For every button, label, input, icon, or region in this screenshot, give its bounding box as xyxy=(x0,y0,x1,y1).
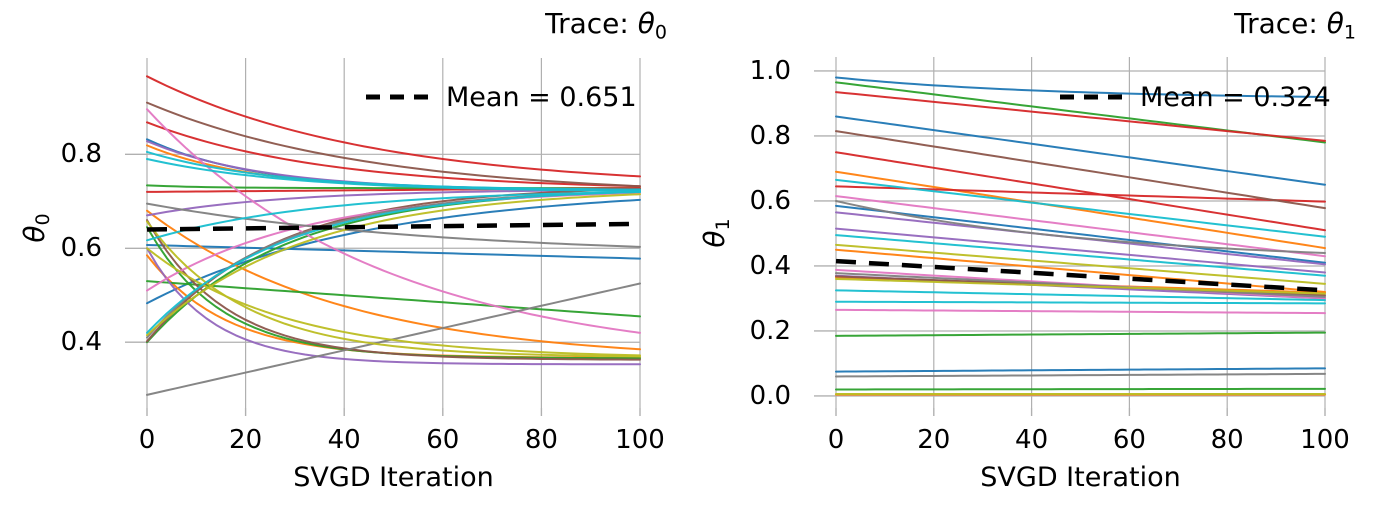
trace-line xyxy=(146,202,641,248)
trace-line xyxy=(835,234,1326,277)
x-tick-label: 40 xyxy=(1015,425,1049,455)
trace-line xyxy=(835,308,1326,315)
trace-line xyxy=(146,247,641,357)
title-prefix: Trace: xyxy=(545,7,638,40)
trace-line xyxy=(146,219,641,361)
trace-line xyxy=(146,101,641,188)
subplot-title-theta0: Trace: θ0 xyxy=(545,6,667,50)
x-tick-label: 20 xyxy=(229,425,263,455)
x-axis-label-right: SVGD Iteration xyxy=(980,462,1181,493)
x-axis-label-left: SVGD Iteration xyxy=(293,462,494,493)
legend-label-mean-right: Mean = 0.324 xyxy=(1140,81,1331,113)
y-tick-label: 0.4 xyxy=(749,250,791,281)
trace-line xyxy=(146,220,641,358)
title-subscript: 1 xyxy=(1343,21,1356,44)
trace-line xyxy=(835,331,1326,337)
trace-line xyxy=(146,150,641,191)
trace-line xyxy=(835,115,1326,186)
trace-line xyxy=(835,91,1326,142)
y-tick-label: 0.8 xyxy=(60,139,102,170)
legend-right: Mean = 0.324 xyxy=(1060,78,1331,116)
ylabel-subscript: 1 xyxy=(712,218,735,231)
x-tick-label: 80 xyxy=(524,425,558,455)
legend-label-mean-left: Mean = 0.651 xyxy=(446,81,637,113)
trace-line xyxy=(146,193,641,337)
trace-line xyxy=(835,277,1326,295)
trace-line xyxy=(146,121,641,188)
trace-line xyxy=(835,289,1326,302)
trace-line xyxy=(835,387,1326,391)
trace-line xyxy=(146,209,641,351)
trace-line xyxy=(146,247,641,366)
x-tick-label: 60 xyxy=(1112,425,1146,455)
trace-line xyxy=(146,190,641,334)
theta-symbol: θ xyxy=(697,230,731,248)
y-tick-label: 0.2 xyxy=(749,315,791,346)
y-tick-label: 1.0 xyxy=(749,55,791,86)
trace-line xyxy=(146,280,641,318)
trace-line xyxy=(835,195,1326,258)
y-tick-label: 0.6 xyxy=(749,185,791,216)
ylabel-subscript: 0 xyxy=(32,213,55,226)
trace-line xyxy=(146,243,641,260)
mean-dashed-line xyxy=(146,221,641,232)
y-tick-label: 0.8 xyxy=(749,120,791,151)
dashed-line-legend-key xyxy=(366,94,428,100)
theta-symbol: θ xyxy=(1326,7,1344,40)
trace-line xyxy=(835,151,1326,232)
subplot-title-theta1: Trace: θ1 xyxy=(1234,6,1356,50)
x-tick-label: 100 xyxy=(615,425,665,455)
legend-left: Mean = 0.651 xyxy=(366,78,637,116)
trace-line xyxy=(835,372,1326,378)
trace-line xyxy=(146,190,641,242)
y-tick-label: 0.4 xyxy=(60,327,102,358)
y-axis-label-theta1: θ1 xyxy=(698,218,734,247)
x-tick-label: 0 xyxy=(138,425,156,455)
x-tick-label: 0 xyxy=(827,425,845,455)
trace-line xyxy=(835,243,1326,285)
x-tick-label: 80 xyxy=(1210,425,1244,455)
mean-dashed-line xyxy=(835,258,1326,293)
trace-line xyxy=(146,108,641,334)
x-tick-label: 20 xyxy=(917,425,951,455)
x-tick-label: 60 xyxy=(426,425,460,455)
theta-symbol: θ xyxy=(637,7,655,40)
x-tick-label: 40 xyxy=(327,425,361,455)
trace-line xyxy=(835,178,1326,238)
title-prefix: Trace: xyxy=(1234,7,1327,40)
trace-line xyxy=(146,75,641,178)
trace-line xyxy=(835,199,1326,254)
x-tick-label: 100 xyxy=(1300,425,1350,455)
trace-line xyxy=(146,158,641,192)
trace-line xyxy=(835,300,1326,305)
trace-line xyxy=(835,272,1326,298)
title-subscript: 0 xyxy=(654,21,667,44)
trace-line xyxy=(835,76,1326,98)
trace-line xyxy=(835,130,1326,210)
trace-line xyxy=(835,227,1326,274)
trace-line xyxy=(835,170,1326,250)
dashed-line-legend-key xyxy=(1060,94,1122,100)
y-tick-label: 0.0 xyxy=(749,380,791,411)
trace-line xyxy=(835,367,1326,373)
trace-line xyxy=(835,204,1326,264)
y-tick-label: 0.6 xyxy=(60,233,102,264)
